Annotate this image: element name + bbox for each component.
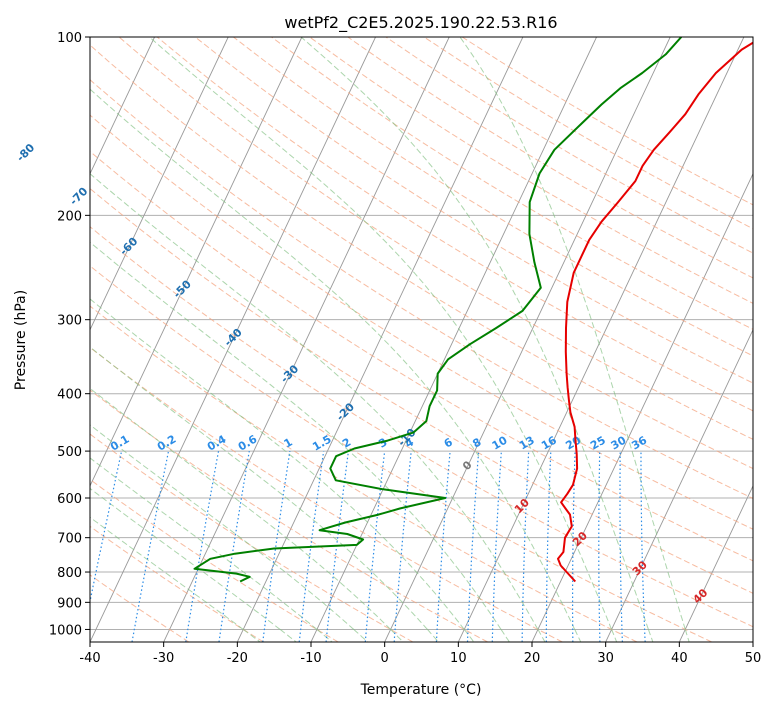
y-axis-label: Pressure (hPa) xyxy=(13,290,29,390)
y-tick-label: 500 xyxy=(57,445,82,460)
y-tick-label: 600 xyxy=(57,492,82,507)
x-axis-label: Temperature (°C) xyxy=(360,682,482,698)
x-tick-label: 40 xyxy=(671,651,688,666)
x-tick-label: 20 xyxy=(524,651,541,666)
x-tick-label: 30 xyxy=(597,651,614,666)
x-tick-label: 50 xyxy=(745,651,762,666)
x-tick-label: -10 xyxy=(300,651,321,666)
y-tick-label: 300 xyxy=(57,314,82,329)
y-tick-label: 900 xyxy=(57,596,82,611)
x-tick-label: 0 xyxy=(381,651,389,666)
y-tick-label: 800 xyxy=(57,566,82,581)
y-tick-label: 700 xyxy=(57,532,82,547)
y-tick-label: 400 xyxy=(57,388,82,403)
y-tick-label: 200 xyxy=(57,209,82,224)
x-tick-label: -40 xyxy=(79,651,100,666)
x-tick-label: -30 xyxy=(153,651,174,666)
y-tick-label: 1000 xyxy=(49,623,82,638)
x-tick-label: -20 xyxy=(227,651,248,666)
chart-title: wetPf2_C2E5.2025.190.22.53.R16 xyxy=(284,13,557,33)
x-tick-label: 10 xyxy=(450,651,467,666)
y-tick-label: 100 xyxy=(57,31,82,46)
